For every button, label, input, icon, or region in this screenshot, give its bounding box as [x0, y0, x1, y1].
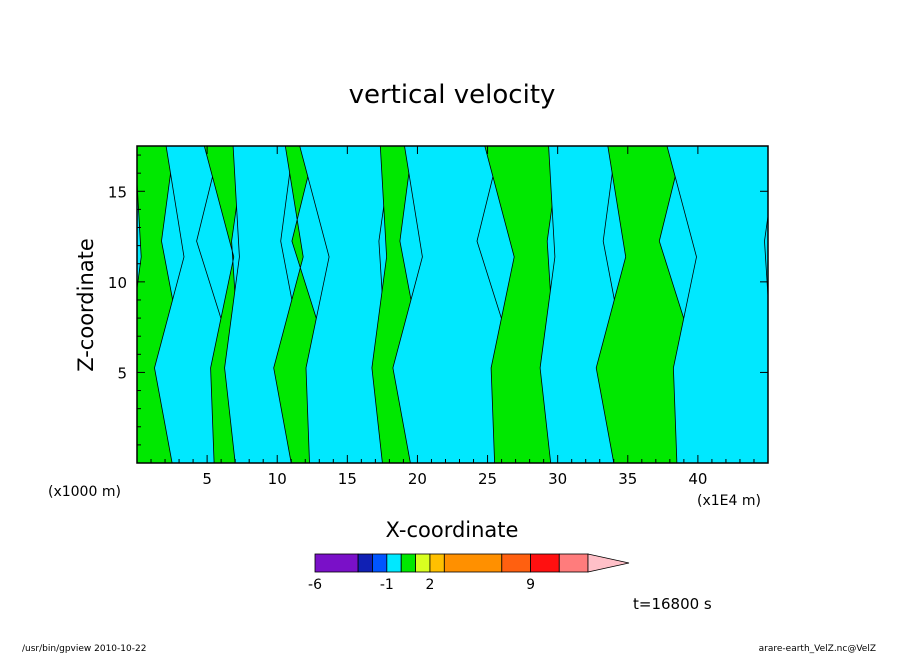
colorbar: -6 -1 2 9	[308, 553, 630, 593]
x-tick-label: 5	[202, 470, 212, 488]
x-tick-label: 40	[688, 470, 707, 488]
x-tick-label: 25	[478, 470, 497, 488]
colorbar-extend-arrow	[587, 553, 630, 573]
chart-title: vertical velocity	[349, 80, 556, 110]
colorbar-segment	[558, 553, 589, 573]
x-tick-label: 20	[408, 470, 427, 488]
y-axis-ticks: 5 10 15	[108, 154, 768, 446]
colorbar-segment	[386, 553, 402, 573]
plot-area	[137, 146, 768, 463]
colorbar-segment	[314, 553, 359, 573]
colorbar-label: 9	[526, 577, 535, 593]
colorbar-segment	[429, 553, 445, 573]
colorbar-segment	[415, 553, 431, 573]
colorbar-label: -6	[308, 577, 322, 593]
x-axis-ticks: 5 10 15 20 25 30 35 40	[150, 146, 755, 488]
x-unit-right: (x1E4 m)	[697, 493, 761, 509]
y-axis-label: Z-coordinate	[74, 238, 98, 372]
plot-frame	[136, 145, 769, 464]
footer-left: /usr/bin/gpview 2010-10-22	[22, 644, 146, 654]
colorbar-label: -1	[380, 577, 394, 593]
x-tick-label: 10	[268, 470, 287, 488]
contour-band-cyan	[666, 146, 768, 463]
colorbar-segment	[372, 553, 388, 573]
colorbar-segment	[530, 553, 560, 573]
x-axis-label: X-coordinate	[386, 518, 519, 542]
x-tick-label: 35	[618, 470, 637, 488]
y-tick-label: 10	[108, 274, 127, 292]
time-label: t=16800 s	[633, 595, 712, 613]
colorbar-segment	[357, 553, 373, 573]
colorbar-segment	[501, 553, 531, 573]
colorbar-label: 2	[425, 577, 434, 593]
colorbar-segment	[443, 553, 503, 573]
x-tick-label: 15	[338, 470, 357, 488]
footer-right: arare-earth_VelZ.nc@VelZ	[759, 644, 876, 654]
y-tick-label: 15	[108, 183, 127, 201]
x-tick-label: 30	[548, 470, 567, 488]
x-unit-left: (x1000 m)	[48, 484, 121, 500]
y-tick-label: 5	[117, 364, 127, 382]
colorbar-segment	[400, 553, 416, 573]
